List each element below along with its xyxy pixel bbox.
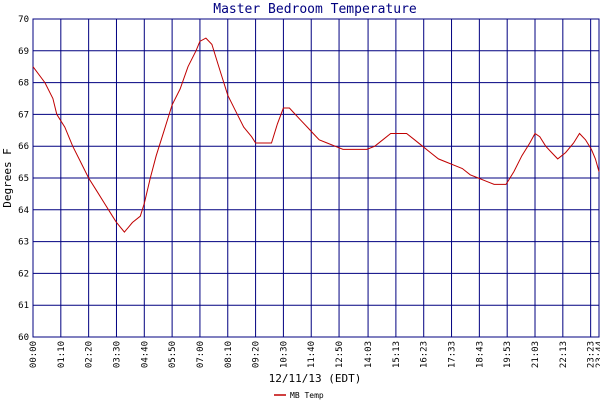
x-tick-label: 15:13 — [392, 341, 402, 368]
y-tick-label: 64 — [18, 206, 29, 216]
y-tick-label: 60 — [18, 333, 29, 343]
x-tick-label: 23:23 — [587, 341, 597, 368]
x-tick-label: 16:23 — [420, 341, 430, 368]
grid-lines — [32, 18, 600, 338]
x-tick-label: 14:03 — [364, 341, 374, 368]
x-tick-label: 22:13 — [559, 341, 569, 368]
series-line-mb-temp — [32, 37, 600, 233]
y-tick-label: 70 — [18, 15, 29, 25]
series-layer — [32, 37, 600, 233]
x-tick-label: 23:44 — [595, 341, 600, 368]
x-tick-label: 04:40 — [140, 341, 150, 368]
plot-area-border — [32, 18, 600, 338]
x-tick-label: 07:00 — [196, 341, 206, 368]
x-tick-label: 08:10 — [224, 341, 234, 368]
x-tick-label: 11:40 — [307, 341, 317, 368]
x-tick-label: 21:03 — [531, 341, 541, 368]
x-tick-label: 19:53 — [503, 341, 513, 368]
legend: MB Temp — [274, 391, 324, 400]
x-tick-label: 00:00 — [29, 341, 39, 368]
y-tick-label: 66 — [18, 142, 29, 152]
x-tick-label: 05:50 — [168, 341, 178, 368]
x-tick-label: 12:50 — [335, 341, 345, 368]
x-tick-label: 01:10 — [57, 341, 67, 368]
y-tick-labels: 60 61 62 63 64 65 66 67 68 69 70 — [18, 15, 29, 343]
y-axis-label: Degrees F — [1, 148, 14, 208]
x-tick-label: 10:30 — [279, 341, 289, 368]
x-tick-label: 09:20 — [252, 341, 262, 368]
y-tick-label: 62 — [18, 269, 29, 279]
y-tick-label: 65 — [18, 174, 29, 184]
x-tick-label: 02:20 — [85, 341, 95, 368]
x-axis-label: 12/11/13 (EDT) — [269, 372, 362, 385]
y-tick-label: 68 — [18, 79, 29, 89]
legend-label: MB Temp — [290, 391, 324, 400]
x-tick-label: 03:30 — [112, 341, 122, 368]
x-tick-label: 17:33 — [448, 341, 458, 368]
y-tick-label: 63 — [18, 238, 29, 248]
x-tick-labels: 00:00 01:10 02:20 03:30 04:40 05:50 07:00 08:10… — [29, 341, 600, 368]
y-tick-label: 61 — [18, 301, 29, 311]
x-tick-label: 18:43 — [475, 341, 485, 368]
chart-title: Master Bedroom Temperature — [213, 2, 417, 17]
y-tick-label: 69 — [18, 47, 29, 57]
y-tick-label: 67 — [18, 110, 29, 120]
